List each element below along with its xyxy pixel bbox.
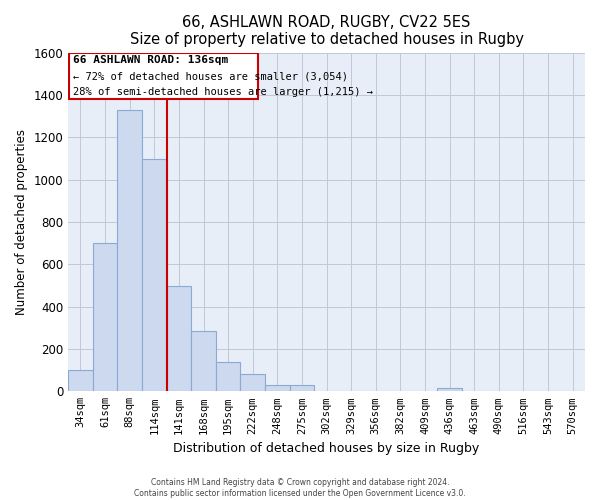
Bar (241, 374, 265, 392)
Bar (290, 386, 314, 392)
Bar (68, 370, 93, 392)
Y-axis label: Number of detached properties: Number of detached properties (15, 129, 28, 315)
Text: 66 ASHLAWN ROAD: 136sqm: 66 ASHLAWN ROAD: 136sqm (73, 56, 229, 66)
Bar (216, 362, 241, 392)
Bar (437, 388, 462, 392)
FancyBboxPatch shape (70, 52, 257, 100)
Title: 66, ASHLAWN ROAD, RUGBY, CV22 5ES
Size of property relative to detached houses i: 66, ASHLAWN ROAD, RUGBY, CV22 5ES Size o… (130, 15, 524, 48)
Text: 28% of semi-detached houses are larger (1,215) →: 28% of semi-detached houses are larger (… (73, 86, 373, 97)
Bar (93, 243, 118, 392)
Bar (265, 385, 290, 392)
Text: ← 72% of detached houses are smaller (3,054): ← 72% of detached houses are smaller (3,… (73, 71, 348, 81)
Bar (142, 158, 167, 392)
Bar (167, 286, 191, 392)
X-axis label: Distribution of detached houses by size in Rugby: Distribution of detached houses by size … (173, 442, 480, 455)
Bar (191, 331, 216, 392)
Bar (118, 110, 142, 392)
Text: Contains HM Land Registry data © Crown copyright and database right 2024.
Contai: Contains HM Land Registry data © Crown c… (134, 478, 466, 498)
